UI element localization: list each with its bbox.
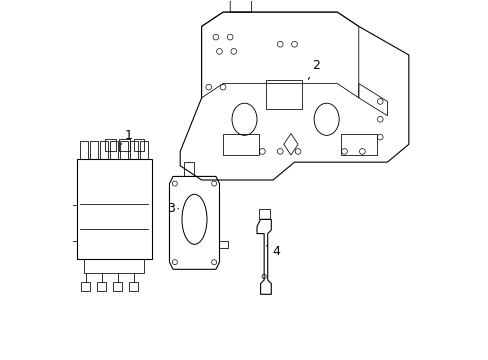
- Text: 2: 2: [308, 59, 319, 79]
- Bar: [105, 139, 116, 152]
- Bar: [119, 139, 130, 152]
- Text: 4: 4: [266, 245, 280, 258]
- Bar: [134, 139, 144, 152]
- Text: 3: 3: [167, 202, 178, 215]
- Text: 1: 1: [121, 129, 132, 144]
